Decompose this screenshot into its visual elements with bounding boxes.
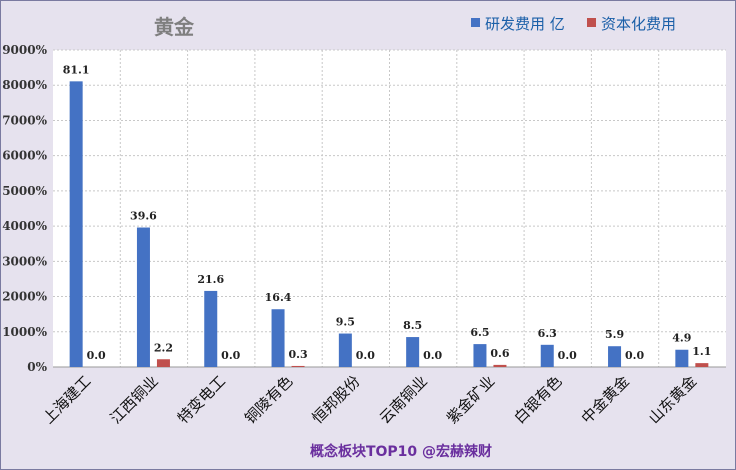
bar-rd-expense — [608, 346, 622, 367]
x-category-label: 恒邦股份 — [309, 372, 364, 427]
y-tick-label: 9000% — [2, 43, 47, 57]
y-tick-label: 8000% — [2, 78, 47, 92]
legend-label-rd: 研发费用 亿 — [485, 15, 565, 33]
chart-title: 黄金 — [154, 15, 195, 39]
y-tick-label: 5000% — [2, 184, 47, 198]
data-label: 1.1 — [692, 345, 711, 358]
data-label: 0.3 — [288, 348, 307, 361]
x-category-label: 上海建工 — [39, 372, 94, 427]
data-label: 0.0 — [558, 349, 577, 362]
legend-label-capex: 资本化费用 — [601, 15, 676, 33]
bar-rd-expense — [540, 344, 554, 367]
bar-rd-expense — [473, 344, 487, 367]
bar-capitalized-expense — [156, 359, 170, 367]
y-tick-label: 4000% — [2, 219, 47, 233]
data-label: 16.4 — [265, 291, 292, 304]
y-tick-label: 6000% — [2, 149, 47, 163]
data-label: 5.9 — [605, 328, 624, 341]
data-label: 0.0 — [221, 349, 240, 362]
y-tick-label: 0% — [27, 360, 47, 374]
bar-rd-expense — [136, 227, 150, 367]
data-label: 8.5 — [403, 319, 422, 332]
data-label: 0.6 — [490, 347, 509, 360]
x-category-label: 铜陵有色 — [241, 372, 296, 427]
legend-swatch-capex — [587, 18, 596, 27]
bar-capitalized-expense — [493, 364, 507, 367]
bar-rd-expense — [338, 333, 352, 367]
data-label: 0.0 — [625, 349, 644, 362]
bar-rd-expense — [204, 290, 218, 367]
bar-rd-expense — [675, 349, 689, 367]
x-category-label: 紫金矿业 — [443, 372, 498, 427]
footer-caption: 概念板块TOP10 @宏赫辣财 — [310, 443, 492, 460]
data-label: 0.0 — [356, 349, 375, 362]
legend-swatch-rd — [471, 18, 480, 27]
x-category-label: 特变电工 — [174, 372, 229, 427]
bar-capitalized-expense — [695, 363, 709, 367]
data-label: 6.5 — [470, 326, 489, 339]
x-category-label: 江西铜业 — [107, 372, 162, 427]
y-tick-label: 1000% — [2, 325, 47, 339]
data-label: 21.6 — [197, 273, 224, 286]
y-tick-label: 7000% — [2, 113, 47, 127]
data-label: 0.0 — [87, 349, 106, 362]
data-label: 6.3 — [538, 327, 557, 340]
bar-rd-expense — [69, 81, 83, 367]
x-category-label: 中金黄金 — [578, 372, 633, 427]
bar-capitalized-expense — [291, 365, 305, 367]
bars-layer — [69, 81, 709, 367]
data-label: 9.5 — [336, 316, 355, 329]
data-label: 81.1 — [63, 63, 90, 76]
x-category-label: 白银有色 — [510, 372, 565, 427]
data-label: 2.2 — [154, 341, 173, 354]
data-label: 39.6 — [130, 210, 157, 223]
x-category-label: 云南铜业 — [376, 372, 431, 427]
bar-rd-expense — [271, 309, 285, 367]
data-label: 0.0 — [423, 349, 442, 362]
data-label: 4.9 — [672, 332, 691, 345]
y-tick-label: 2000% — [2, 290, 47, 304]
y-tick-label: 3000% — [2, 254, 47, 268]
grid-layer: 0% 1000% 2000% 3000% 4000% 5000% 6000% 7000% 800… — [2, 43, 726, 374]
x-category-label: 山东黄金 — [645, 372, 700, 427]
bar-rd-expense — [406, 337, 420, 367]
legend: 研发费用 亿 资本化费用 — [471, 15, 676, 33]
